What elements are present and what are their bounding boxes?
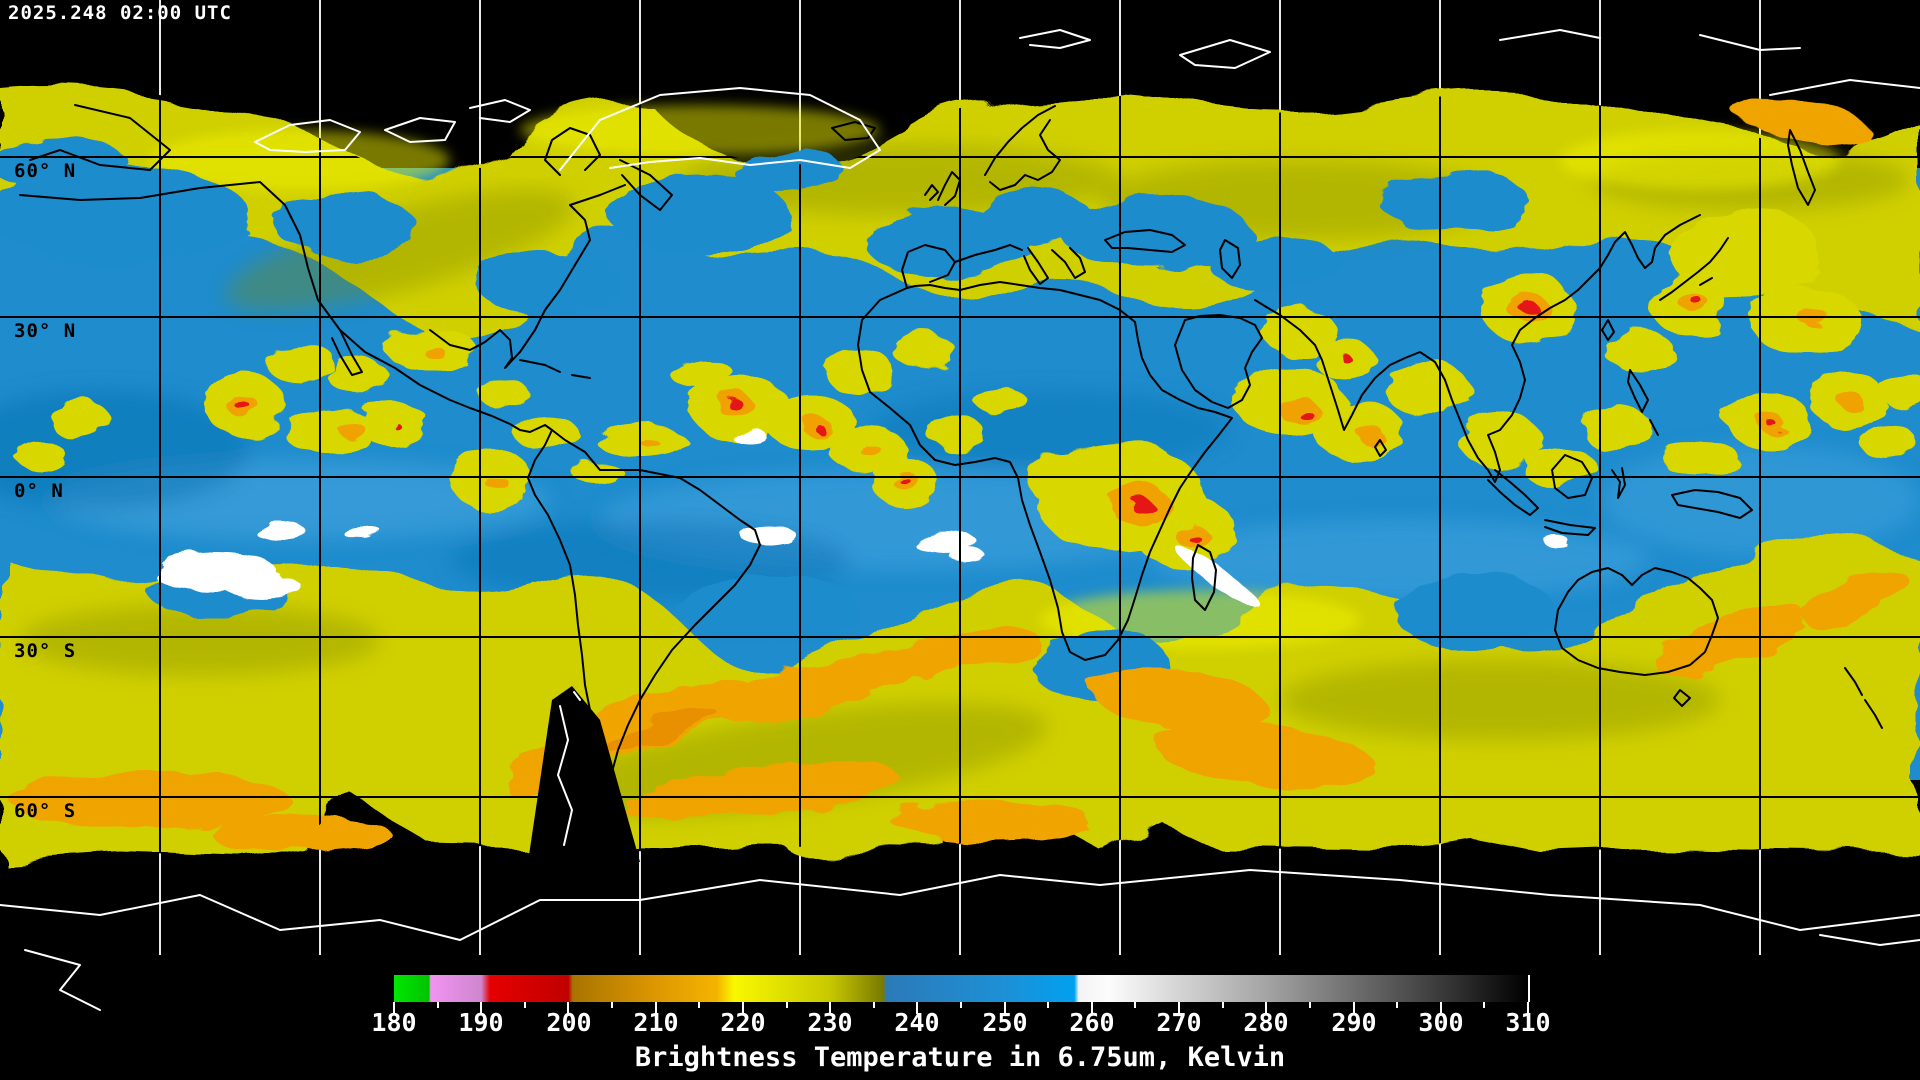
colorbar-tick-mark — [742, 1002, 744, 1014]
colorbar-tick-label: 190 — [458, 1008, 504, 1037]
colorbar-tick-label: 290 — [1331, 1008, 1377, 1037]
colorbar-tick-mark — [786, 1002, 788, 1008]
colorbar-tick-mark — [1004, 1002, 1006, 1014]
colorbar-tick-mark — [1222, 1002, 1224, 1008]
colorbar-tick-mark — [1309, 1002, 1311, 1008]
no-data-wedge — [528, 686, 640, 862]
colorbar-tick-mark — [916, 1002, 918, 1014]
colorbar-tick-label: 250 — [982, 1008, 1028, 1037]
colorbar-tick-mark — [524, 1002, 526, 1008]
colorbar-tick-mark — [1265, 1002, 1267, 1014]
colorbar-gradient — [394, 975, 1530, 1002]
colorbar-tick-mark — [698, 1002, 700, 1008]
colorbar-tick-label: 300 — [1418, 1008, 1464, 1037]
colorbar-title: Brightness Temperature in 6.75um, Kelvin — [634, 1042, 1286, 1073]
colorbar-tick-mark — [611, 1002, 613, 1008]
colorbar-tick-label: 210 — [633, 1008, 679, 1037]
colorbar-tick-label: 180 — [371, 1008, 417, 1037]
latitude-label-30s: 30° S — [14, 640, 77, 662]
latitude-label-0n: 0° N — [14, 480, 64, 502]
colorbar-tick-label: 200 — [546, 1008, 592, 1037]
colorbar-tick-label: 310 — [1505, 1008, 1551, 1037]
colorbar-tick-mark — [1527, 1002, 1529, 1014]
colorbar-tick-mark — [655, 1002, 657, 1014]
colorbar-tick-mark — [1396, 1002, 1398, 1008]
colorbar-tick-mark — [960, 1002, 962, 1008]
colorbar-tick-mark — [437, 1002, 439, 1008]
colorbar-tick-label: 240 — [894, 1008, 940, 1037]
coastlines — [19, 104, 1883, 779]
warm-cloud-free-patches — [153, 428, 1573, 608]
colorbar-tick-mark — [1483, 1002, 1485, 1008]
colorbar-tick-mark — [829, 1002, 831, 1014]
latitude-label-60s: 60° S — [14, 800, 77, 822]
polar-coastlines — [0, 29, 1920, 1011]
colorbar-tick-mark — [1134, 1002, 1136, 1008]
colorbar-tick-mark — [1047, 1002, 1049, 1008]
latitude-label-30n: 30° N — [14, 320, 77, 342]
latitude-label-60n: 60° N — [14, 160, 77, 182]
colorbar-tick-mark — [1440, 1002, 1442, 1014]
colorbar-tick-label: 260 — [1069, 1008, 1115, 1037]
colorbar-tick-mark — [873, 1002, 875, 1008]
colorbar-tick-mark — [393, 1002, 395, 1014]
colorbar-tick-label: 220 — [720, 1008, 766, 1037]
colorbar-tick-label: 280 — [1243, 1008, 1289, 1037]
colorbar-tick-mark — [1353, 1002, 1355, 1014]
colorbar-tick-mark — [1091, 1002, 1093, 1014]
timestamp-label: 2025.248 02:00 UTC — [8, 2, 232, 24]
colorbar-tick-mark — [1178, 1002, 1180, 1014]
colorbar-tick-label: 230 — [807, 1008, 853, 1037]
colorbar-tick-mark — [567, 1002, 569, 1014]
colorbar-tick-label: 270 — [1156, 1008, 1202, 1037]
colorbar-tick-mark — [480, 1002, 482, 1014]
graticule-data-lines — [0, 85, 1920, 860]
